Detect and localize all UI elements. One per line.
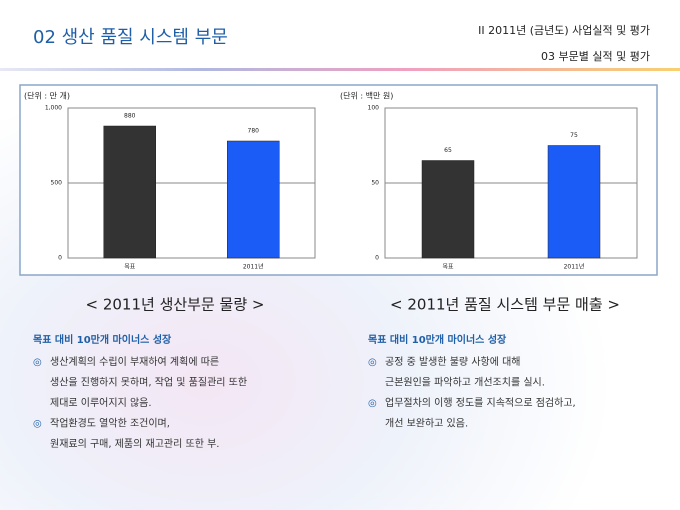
heading: 목표 대비 10만개 마이너스 성장	[368, 333, 507, 346]
heading: 목표 대비 10만개 마이너스 성장	[33, 333, 172, 346]
y-tick-label: 500	[51, 180, 63, 187]
value-label: 880	[124, 113, 136, 120]
bar	[421, 160, 475, 259]
bar	[103, 125, 156, 259]
y-tick-label: 0	[375, 255, 379, 262]
header-rule	[0, 68, 680, 71]
y-tick-label: 100	[368, 105, 380, 112]
bullet-text: 원재료의 구매, 제품의 재고관리 또한 부.	[50, 438, 219, 450]
bullet-text: 근본원인을 파악하고 개선조치를 실시.	[385, 376, 545, 389]
bullet-text: 생산계획의 수립이 부재하여 계획에 따른	[50, 355, 219, 368]
bullet-marker: ◎	[33, 357, 42, 368]
x-tick-label: 2011년	[564, 263, 585, 271]
unit-label: (단위 : 백만 원)	[340, 91, 393, 101]
bullet-text: 제대로 이루어지지 않음.	[50, 397, 152, 409]
bullet-marker: ◎	[33, 419, 42, 430]
title: 02 생산 품질 시스템 부문	[33, 27, 228, 48]
y-tick-label: 50	[371, 180, 379, 187]
bar	[227, 140, 280, 259]
value-label: 780	[248, 128, 260, 135]
value-label: 65	[444, 147, 452, 154]
bullet-text: 공정 중 발생한 불량 사항에 대해	[385, 355, 521, 368]
bullet-text: 개선 보완하고 있음.	[385, 417, 468, 430]
x-tick-label: 목표	[442, 264, 454, 271]
bar	[547, 145, 601, 259]
caption: < 2011년 생산부문 물량 >	[86, 296, 265, 314]
bullet-text: 작업환경도 열악한 조건이며,	[50, 417, 170, 430]
subsection: 03 부문별 실적 및 평가	[541, 50, 650, 63]
bullet-text: 업무절차의 이행 정도를 지속적으로 점검하고,	[385, 396, 576, 409]
value-label: 75	[570, 132, 578, 139]
caption: < 2011년 품질 시스템 부문 매출 >	[390, 296, 620, 314]
section: II 2011년 (금년도) 사업실적 및 평가	[478, 24, 650, 37]
y-tick-label: 1,000	[45, 105, 62, 112]
x-tick-label: 목표	[124, 264, 136, 271]
x-tick-label: 2011년	[243, 263, 264, 271]
bullet-marker: ◎	[368, 357, 377, 368]
unit-label: (단위 : 만 개)	[24, 91, 70, 101]
y-tick-label: 0	[58, 255, 62, 262]
bullet-marker: ◎	[368, 398, 377, 409]
bullet-text: 생산을 진행하지 못하며, 작업 및 품질관리 또한	[50, 376, 247, 389]
